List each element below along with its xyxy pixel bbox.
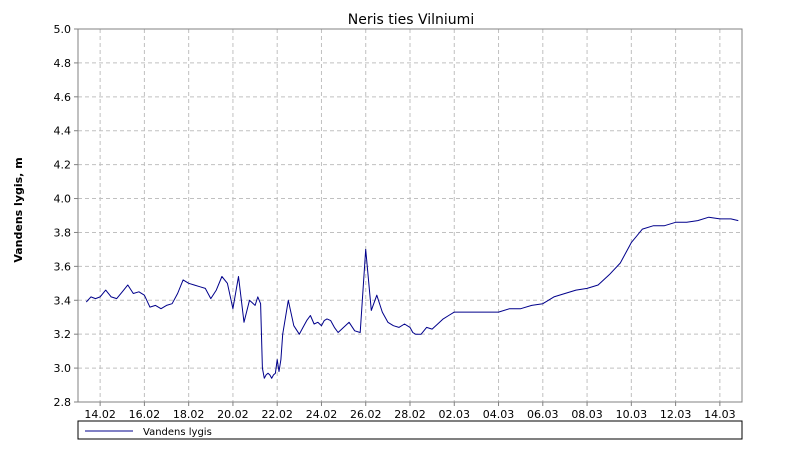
y-tick-label: 4.0 <box>54 193 72 206</box>
x-tick-label: 14.02 <box>84 408 116 421</box>
y-tick-label: 2.8 <box>54 396 72 409</box>
x-axis: 14.02 16.02 18.02 20.02 22.02 24.02 26.02 28.02… <box>84 402 736 421</box>
x-tick-label: 24.02 <box>306 408 338 421</box>
y-tick-label: 3.6 <box>54 260 72 273</box>
series-line <box>85 216 739 379</box>
x-tick-label: 18.02 <box>173 408 205 421</box>
x-tick-label: 10.03 <box>616 408 648 421</box>
y-tick-label: 3.2 <box>54 328 72 341</box>
x-tick-label: 28.02 <box>394 408 426 421</box>
y-axis: 2.8 3.0 3.2 3.4 3.6 3.8 4.0 4.2 4.4 4.6 4.8 5.0 <box>54 23 78 409</box>
x-tick-label: 06.03 <box>527 408 559 421</box>
y-tick-label: 3.4 <box>54 294 72 307</box>
x-tick-label: 12.03 <box>660 408 692 421</box>
y-tick-label: 5.0 <box>54 23 72 36</box>
y-axis-label: Vandens lygis, m <box>12 157 25 262</box>
legend-box <box>77 420 743 440</box>
x-tick-label: 26.02 <box>350 408 382 421</box>
x-tick-label: 02.03 <box>439 408 471 421</box>
x-tick-label: 16.02 <box>129 408 161 421</box>
grid <box>78 29 742 402</box>
legend-label: Vandens lygis <box>143 427 212 438</box>
y-tick-label: 4.8 <box>54 57 72 70</box>
x-tick-label: 04.03 <box>483 408 515 421</box>
x-tick-label: 20.02 <box>217 408 249 421</box>
x-tick-label: 08.03 <box>571 408 603 421</box>
y-tick-label: 4.6 <box>54 91 72 104</box>
y-tick-label: 3.8 <box>54 226 72 239</box>
chart-title: Neris ties Vilniumi <box>348 12 474 28</box>
y-tick-label: 4.4 <box>54 125 72 138</box>
y-tick-label: 4.2 <box>54 159 72 172</box>
x-tick-label: 14.03 <box>704 408 736 421</box>
y-tick-label: 3.0 <box>54 362 72 375</box>
legend: Vandens lygis <box>77 420 743 440</box>
series-layer <box>85 216 739 379</box>
x-tick-label: 22.02 <box>261 408 293 421</box>
